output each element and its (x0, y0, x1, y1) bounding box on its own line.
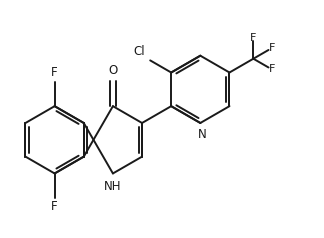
Text: NH: NH (104, 180, 122, 193)
Text: F: F (250, 33, 257, 43)
Text: F: F (51, 200, 58, 213)
Text: N: N (198, 128, 206, 141)
Text: Cl: Cl (133, 45, 145, 58)
Text: O: O (108, 64, 118, 77)
Text: F: F (268, 43, 275, 53)
Text: F: F (268, 64, 275, 74)
Text: F: F (51, 66, 58, 79)
